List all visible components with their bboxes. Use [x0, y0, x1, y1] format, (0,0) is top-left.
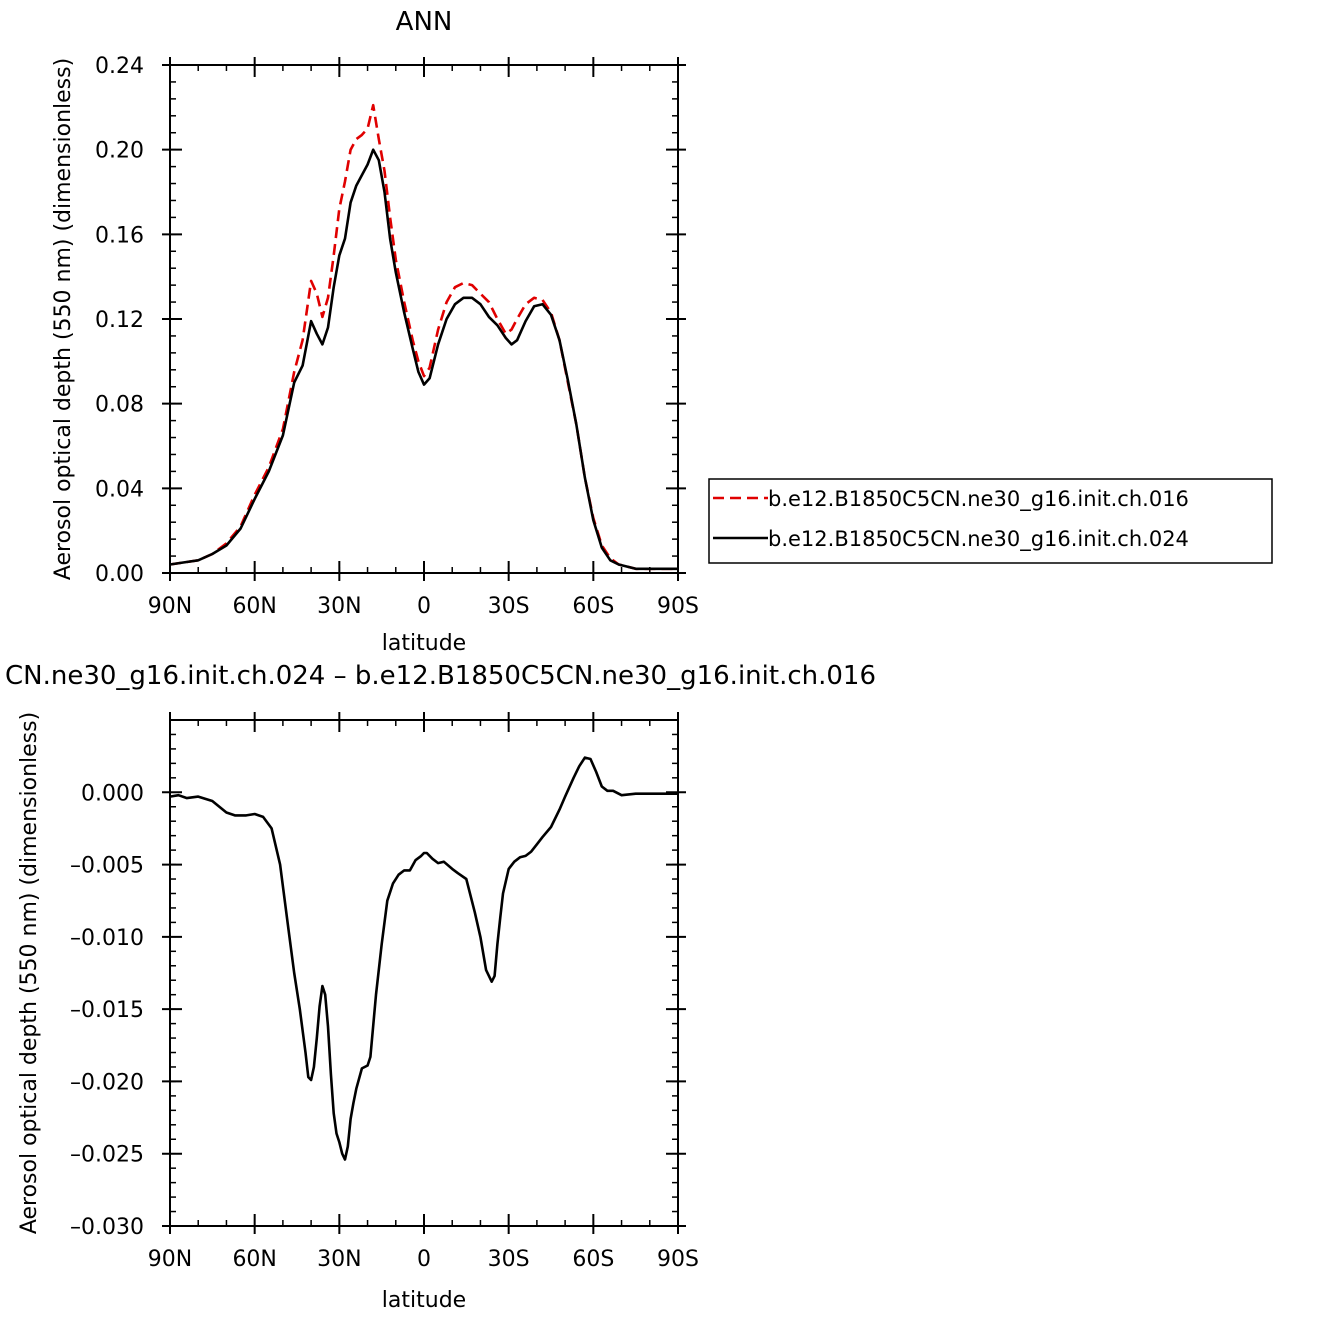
legend-label-ch016: b.e12.B1850C5CN.ne30_g16.init.ch.016 — [768, 487, 1189, 512]
x-tick-label: 0 — [417, 594, 431, 619]
x-tick-label: 0 — [417, 1247, 431, 1272]
tick-labels: 90N 60N 30N 0 30S 60S 90S 0.00 0.04 0.08 0.12 0.16 0… — [95, 54, 699, 619]
y-tick-label: –0.030 — [70, 1215, 144, 1240]
y-tick-label: 0.000 — [81, 781, 144, 806]
y-axis-label: Aerosol optical depth (550 nm) (dimensio… — [51, 58, 76, 580]
x-axis-label: latitude — [382, 1288, 466, 1313]
x-tick-label: 60N — [232, 1247, 276, 1272]
series-line-1 — [169, 148, 678, 571]
y-tick-label: 0.04 — [95, 477, 144, 502]
legend: b.e12.B1850C5CN.ne30_g16.init.ch.016 b.e… — [708, 478, 1273, 564]
x-tick-label: 90S — [657, 594, 699, 619]
y-tick-label: 0.12 — [95, 308, 144, 333]
plot-frame — [169, 64, 679, 574]
x-tick-label: 90N — [148, 594, 192, 619]
x-tick-label: 60N — [232, 594, 276, 619]
top-panel: ANN 90N 60N 30N 0 30S 60S 90S 0.00 0.04 0.08 0.12 0… — [51, 7, 699, 656]
x-tick-label: 30S — [488, 1247, 530, 1272]
difference-title: CN.ne30_g16.init.ch.024 – b.e12.B1850C5C… — [5, 661, 876, 691]
y-tick-label: –0.005 — [70, 854, 144, 879]
y-tick-label: 0.16 — [95, 223, 144, 248]
y-axis-label: Aerosol optical depth (550 nm) (dimensio… — [17, 712, 42, 1234]
x-axis-label: latitude — [382, 631, 466, 656]
series-line-0 — [169, 756, 678, 1161]
y-tick-label: 0.00 — [95, 562, 144, 587]
chart-title: ANN — [396, 7, 453, 37]
legend-box — [708, 478, 1273, 564]
y-tick-label: 0.24 — [95, 54, 144, 79]
x-tick-label: 30N — [317, 1247, 361, 1272]
x-tick-label: 30S — [488, 594, 530, 619]
x-tick-label: 90S — [657, 1247, 699, 1272]
x-tick-label: 90N — [148, 1247, 192, 1272]
y-tick-label: –0.015 — [70, 998, 144, 1023]
bottom-panel: CN.ne30_g16.init.ch.024 – b.e12.B1850C5C… — [5, 661, 876, 1313]
series-lines — [169, 103, 678, 571]
series-line-0 — [169, 103, 678, 571]
tick-labels: 90N 60N 30N 0 30S 60S 90S 0.000 –0.005 –0.010 –0.0… — [70, 781, 699, 1272]
x-tick-label: 60S — [572, 594, 614, 619]
plot-frame — [169, 719, 679, 1227]
y-tick-label: 0.20 — [95, 139, 144, 164]
y-tick-label: –0.020 — [70, 1070, 144, 1095]
y-tick-label: –0.010 — [70, 926, 144, 951]
y-tick-label: –0.025 — [70, 1143, 144, 1168]
x-tick-label: 30N — [317, 594, 361, 619]
x-tick-label: 60S — [572, 1247, 614, 1272]
y-tick-label: 0.08 — [95, 393, 144, 418]
legend-label-ch024: b.e12.B1850C5CN.ne30_g16.init.ch.024 — [768, 527, 1189, 552]
axis-ticks — [162, 57, 686, 581]
series-lines — [169, 756, 678, 1161]
